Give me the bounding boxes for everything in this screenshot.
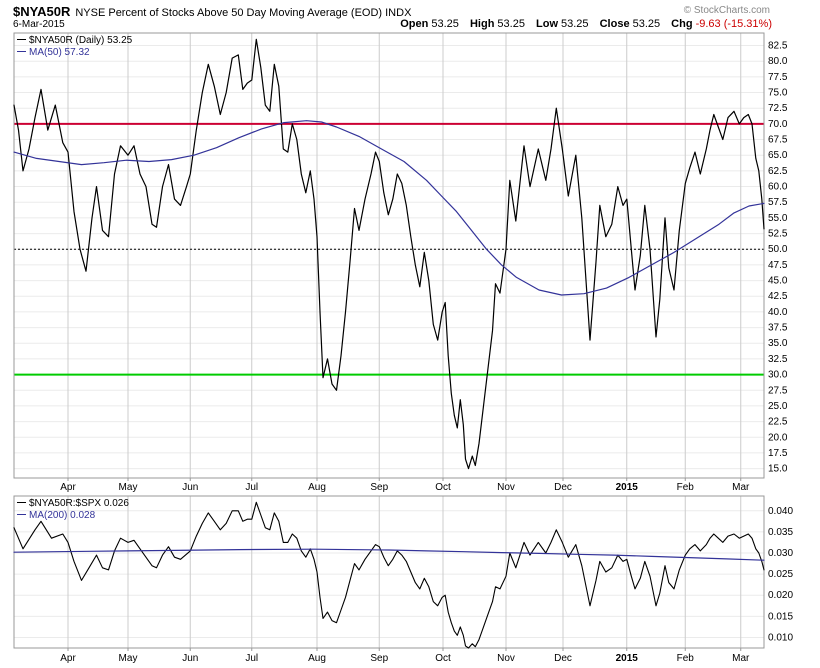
svg-text:22.5: 22.5	[768, 417, 788, 428]
legend-row-ratio: $NYA50R:$SPX 0.026	[17, 498, 129, 510]
svg-text:47.5: 47.5	[768, 260, 788, 271]
svg-text:Sep: Sep	[370, 482, 388, 493]
svg-text:0.020: 0.020	[768, 590, 793, 601]
svg-text:Jun: Jun	[182, 653, 198, 664]
svg-text:0.010: 0.010	[768, 632, 793, 643]
svg-text:80.0: 80.0	[768, 56, 788, 67]
svg-text:30.0: 30.0	[768, 370, 788, 381]
svg-text:Aug: Aug	[308, 482, 326, 493]
price-legend-label: $NYA50R (Daily) 53.25	[29, 35, 133, 46]
svg-text:Nov: Nov	[497, 482, 515, 493]
chart-title-row: $NYA50R NYSE Percent of Stocks Above 50 D…	[13, 3, 411, 21]
svg-text:0.015: 0.015	[768, 611, 793, 622]
legend-row-ma50: MA(50) 57.32	[17, 47, 132, 59]
svg-text:55.0: 55.0	[768, 213, 788, 224]
close-label: Close	[599, 18, 630, 30]
ratio-line-swatch	[17, 502, 26, 503]
svg-text:Nov: Nov	[497, 653, 515, 664]
svg-text:Sep: Sep	[370, 653, 388, 664]
svg-text:72.5: 72.5	[768, 103, 788, 114]
svg-text:37.5: 37.5	[768, 323, 788, 334]
ma50-line-swatch	[17, 51, 26, 52]
svg-text:65.0: 65.0	[768, 150, 788, 161]
svg-text:0.025: 0.025	[768, 569, 793, 580]
svg-text:70.0: 70.0	[768, 119, 788, 130]
svg-text:77.5: 77.5	[768, 72, 788, 83]
svg-text:May: May	[119, 653, 138, 664]
ma50-legend-label: MA(50) 57.32	[29, 47, 90, 58]
price-line-swatch	[17, 39, 26, 40]
svg-text:25.0: 25.0	[768, 401, 788, 412]
svg-text:32.5: 32.5	[768, 354, 788, 365]
legend-row-price: $NYA50R (Daily) 53.25	[17, 35, 132, 47]
svg-text:42.5: 42.5	[768, 291, 788, 302]
chart-title: NYSE Percent of Stocks Above 50 Day Movi…	[75, 7, 412, 19]
ma200-line-swatch	[17, 514, 26, 515]
svg-text:45.0: 45.0	[768, 276, 788, 287]
svg-text:35.0: 35.0	[768, 338, 788, 349]
svg-text:0.040: 0.040	[768, 506, 793, 517]
svg-text:Feb: Feb	[677, 653, 695, 664]
close-value: 53.25	[632, 18, 661, 30]
svg-text:Mar: Mar	[732, 482, 750, 493]
svg-text:50.0: 50.0	[768, 244, 788, 255]
svg-text:Oct: Oct	[435, 653, 451, 664]
svg-text:57.5: 57.5	[768, 197, 788, 208]
svg-text:82.5: 82.5	[768, 41, 788, 52]
svg-text:60.0: 60.0	[768, 182, 788, 193]
open-value: 53.25	[431, 18, 459, 30]
svg-text:Aug: Aug	[308, 653, 326, 664]
svg-text:Mar: Mar	[732, 653, 750, 664]
svg-text:Jul: Jul	[245, 653, 258, 664]
svg-text:2015: 2015	[616, 482, 639, 493]
svg-text:52.5: 52.5	[768, 229, 788, 240]
stockcharts-watermark: © StockCharts.com	[683, 5, 770, 16]
ratio-legend-label: $NYA50R:$SPX 0.026	[29, 498, 129, 509]
open-label: Open	[400, 18, 429, 30]
legend-row-ma200: MA(200) 0.028	[17, 510, 129, 522]
svg-text:2015: 2015	[616, 653, 639, 664]
ohlc-quote: Open 53.25 High 53.25 Low 53.25 Close 53.25 …	[392, 18, 772, 30]
svg-text:Dec: Dec	[554, 482, 572, 493]
svg-text:Apr: Apr	[60, 653, 76, 664]
svg-text:17.5: 17.5	[768, 448, 788, 459]
svg-text:75.0: 75.0	[768, 88, 788, 99]
svg-text:40.0: 40.0	[768, 307, 788, 318]
svg-text:67.5: 67.5	[768, 135, 788, 146]
chg-value: -9.63 (-15.31%)	[695, 18, 772, 30]
svg-text:Apr: Apr	[60, 482, 76, 493]
svg-text:Dec: Dec	[554, 653, 572, 664]
svg-text:Jun: Jun	[182, 482, 198, 493]
svg-text:15.0: 15.0	[768, 464, 788, 475]
ticker-symbol: $NYA50R	[13, 4, 71, 19]
svg-text:0.035: 0.035	[768, 527, 793, 538]
svg-text:May: May	[119, 482, 138, 493]
svg-text:0.030: 0.030	[768, 548, 793, 559]
svg-text:62.5: 62.5	[768, 166, 788, 177]
svg-text:27.5: 27.5	[768, 385, 788, 396]
chg-label: Chg	[671, 18, 693, 30]
high-value: 53.25	[497, 18, 525, 30]
ma200-legend-label: MA(200) 0.028	[29, 510, 96, 521]
low-value: 53.25	[561, 18, 589, 30]
high-label: High	[469, 18, 495, 30]
svg-text:Oct: Oct	[435, 482, 451, 493]
chart-date: 6-Mar-2015	[13, 19, 65, 30]
svg-text:Feb: Feb	[677, 482, 695, 493]
ratio-chart-legend: $NYA50R:$SPX 0.026 MA(200) 0.028	[17, 498, 129, 522]
main-chart-legend: $NYA50R (Daily) 53.25 MA(50) 57.32	[17, 35, 132, 59]
svg-text:Jul: Jul	[245, 482, 258, 493]
svg-text:20.0: 20.0	[768, 432, 788, 443]
low-label: Low	[536, 18, 559, 30]
